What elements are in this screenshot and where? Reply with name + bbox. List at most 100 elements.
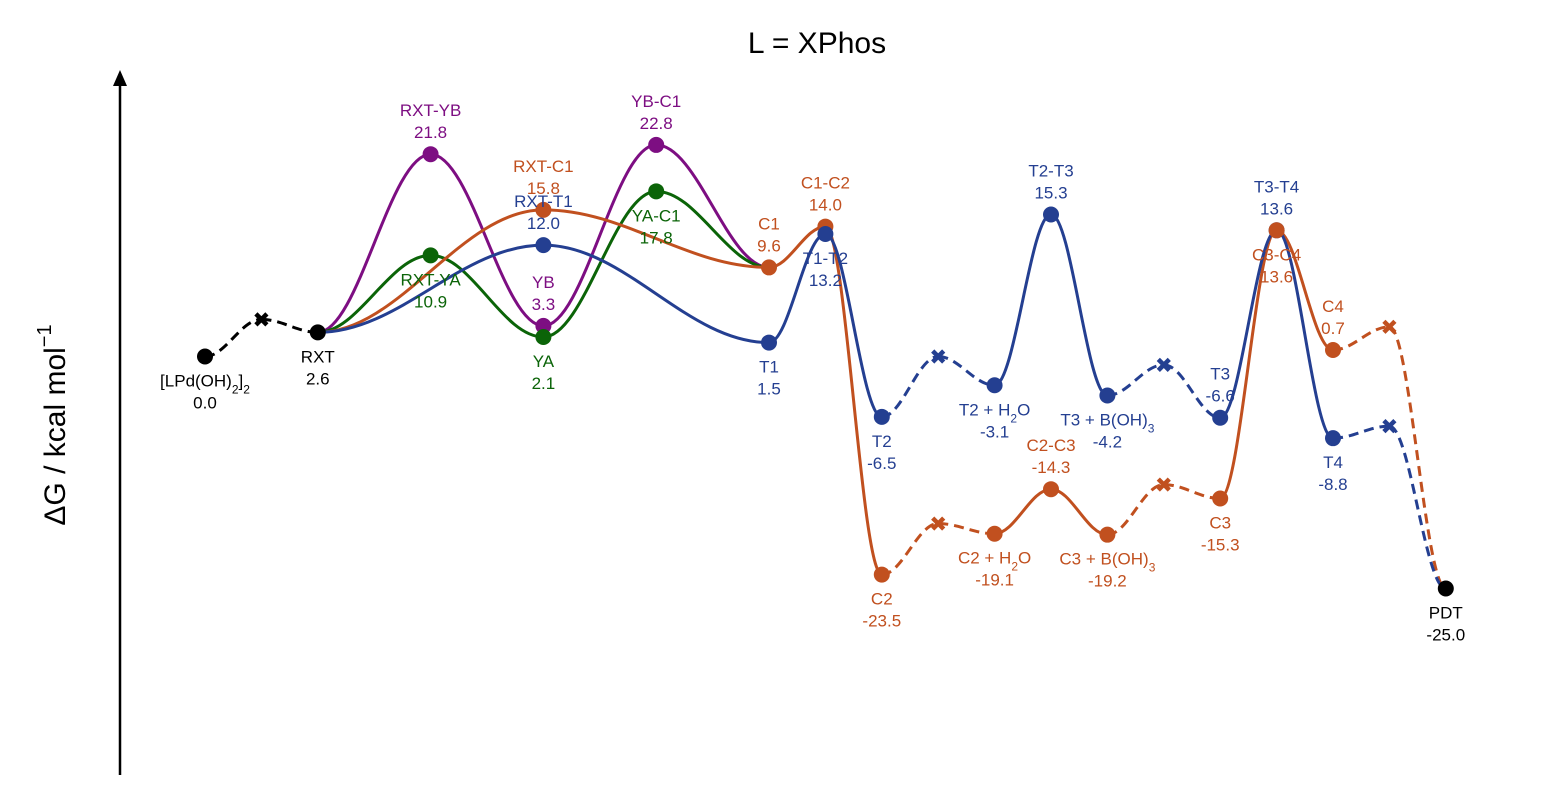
profile-segment-4 — [541, 143, 658, 328]
profile-segment-33 — [1275, 228, 1335, 440]
point-value-label: -19.2 — [1088, 572, 1127, 591]
point-RXT-YB — [422, 146, 439, 163]
point-RXT — [309, 324, 326, 341]
label-T2-T3: T2-T3 15.3 — [1028, 162, 1073, 203]
point-YA-C1 — [648, 183, 665, 200]
profile-segment-11 — [541, 208, 771, 269]
label-PDT: PDT -25.0 — [1426, 604, 1465, 645]
label-C1-C2: C1-C2 14.0 — [801, 174, 850, 215]
point-name-label: T3-T4 — [1254, 177, 1299, 196]
point-value-label: -19.1 — [975, 571, 1014, 590]
profile-segment-25 — [1049, 487, 1109, 537]
profile-segment-28 — [1107, 483, 1165, 537]
point-value-label: 2.1 — [532, 374, 556, 393]
point-name-label: C1 — [758, 214, 780, 233]
point-value-label: 22.8 — [640, 114, 673, 133]
profile-segment-35 — [1388, 325, 1447, 590]
y-axis-arrow-icon — [113, 70, 127, 86]
point-name-label: RXT-C1 — [513, 157, 573, 176]
cross-marker-icon — [1382, 419, 1397, 434]
cross-marker-6 — [1382, 419, 1397, 434]
point-name-label: YB-C1 — [631, 92, 681, 111]
profile-segment-16 — [767, 232, 827, 345]
point-LPd — [197, 348, 213, 365]
profile-segment-26 — [1107, 363, 1164, 397]
label-T3+BOH3: T3 + B(OH)3-4.2 — [1060, 410, 1154, 451]
profile-segment-0 — [204, 317, 262, 358]
point-name-label: RXT — [301, 347, 335, 366]
point-PDT — [1437, 580, 1454, 597]
profile-segment-23 — [1049, 213, 1109, 397]
point-value-label: -25.0 — [1426, 626, 1465, 645]
profile-segment-22 — [993, 213, 1053, 387]
label-C4: C40.7 — [1321, 297, 1345, 338]
point-name-label: C3 + B(OH)3 — [1059, 550, 1155, 575]
point-value-label: 12.0 — [527, 214, 560, 233]
point-name-label: C2-C3 — [1026, 436, 1075, 455]
point-T2+H2O — [986, 377, 1003, 394]
point-value-label: -3.1 — [980, 422, 1009, 441]
point-value-label: 1.5 — [757, 380, 781, 399]
label-YA: YA 2.1 — [532, 352, 556, 393]
profile-segment-1 — [261, 317, 318, 334]
label-T1: T11.5 — [757, 358, 781, 399]
point-value-label: 15.3 — [1034, 184, 1067, 203]
point-value-label: -23.5 — [862, 612, 901, 631]
label-T2: T2 -6.5 — [867, 432, 896, 473]
point-C2 — [873, 566, 890, 583]
point-value-label: 9.6 — [757, 236, 781, 255]
point-name-label: C2 — [871, 590, 893, 609]
point-name-label: T1-T2 — [803, 249, 848, 268]
label-RXT-T1: RXT-T1 12.0 — [514, 192, 573, 233]
point-value-label: 13.6 — [1260, 267, 1293, 286]
profile-segment-24 — [993, 487, 1053, 536]
cross-marker-icon — [1382, 319, 1397, 334]
label-RXT-C1: RXT-C1 15.8 — [513, 157, 573, 198]
label-C1: C19.6 — [757, 214, 781, 255]
point-name-label: RXT-YB — [400, 101, 461, 120]
point-name-label: T3 + B(OH)3 — [1060, 410, 1154, 435]
cross-marker-icon — [931, 516, 946, 531]
profile-segment-21 — [938, 522, 995, 536]
point-T2 — [873, 408, 890, 425]
point-name-label: [LPd(OH)2]2 — [160, 372, 250, 397]
point-RXT-T1 — [535, 237, 552, 254]
point-name-label: T2 + H2O — [959, 400, 1030, 425]
point-value-label: -6.5 — [867, 454, 896, 473]
point-value-label: 0.7 — [1321, 319, 1345, 338]
point-C2+H2O — [986, 525, 1003, 542]
point-C3 — [1212, 490, 1229, 507]
point-value-label: 13.6 — [1260, 199, 1293, 218]
profile-segment-6 — [316, 253, 433, 334]
profile-segment-19 — [938, 355, 995, 387]
profile-segment-20 — [881, 522, 939, 577]
point-value-label: 13.2 — [809, 271, 842, 290]
cross-marker-2 — [931, 516, 946, 531]
label-YA-C1: YA-C1 17.8 — [632, 206, 681, 247]
point-C4 — [1325, 342, 1341, 359]
point-value-label: 10.9 — [414, 292, 447, 311]
profile-segment-12 — [316, 243, 545, 334]
point-name-label: C2 + H2O — [958, 549, 1031, 574]
point-name-label: RXT-T1 — [514, 192, 573, 211]
point-value-label: 3.3 — [532, 295, 556, 314]
point-value-label: 2.6 — [306, 369, 330, 388]
label-C3+BOH3: C3 + B(OH)3-19.2 — [1059, 550, 1155, 591]
point-YB-C1 — [648, 136, 665, 153]
profile-segment-37 — [1388, 424, 1447, 590]
y-axis-label-exponent: −1 — [34, 324, 56, 347]
point-T2-T3 — [1043, 206, 1059, 223]
profile-segment-18 — [881, 355, 939, 419]
point-name-label: T1 — [759, 358, 779, 377]
point-C3-C4 — [1268, 222, 1285, 239]
profile-segment-17 — [823, 232, 884, 419]
cross-marker-0 — [254, 312, 269, 327]
profile-segment-13 — [541, 243, 771, 345]
label-C2-C3: C2-C3 -14.3 — [1026, 436, 1075, 477]
cross-marker-1 — [931, 349, 946, 364]
point-name-label: PDT — [1429, 604, 1463, 623]
point-T1 — [761, 334, 777, 351]
profile-segment-10 — [316, 208, 545, 334]
y-axis-label-text: ΔG / kcal mol — [39, 347, 72, 525]
